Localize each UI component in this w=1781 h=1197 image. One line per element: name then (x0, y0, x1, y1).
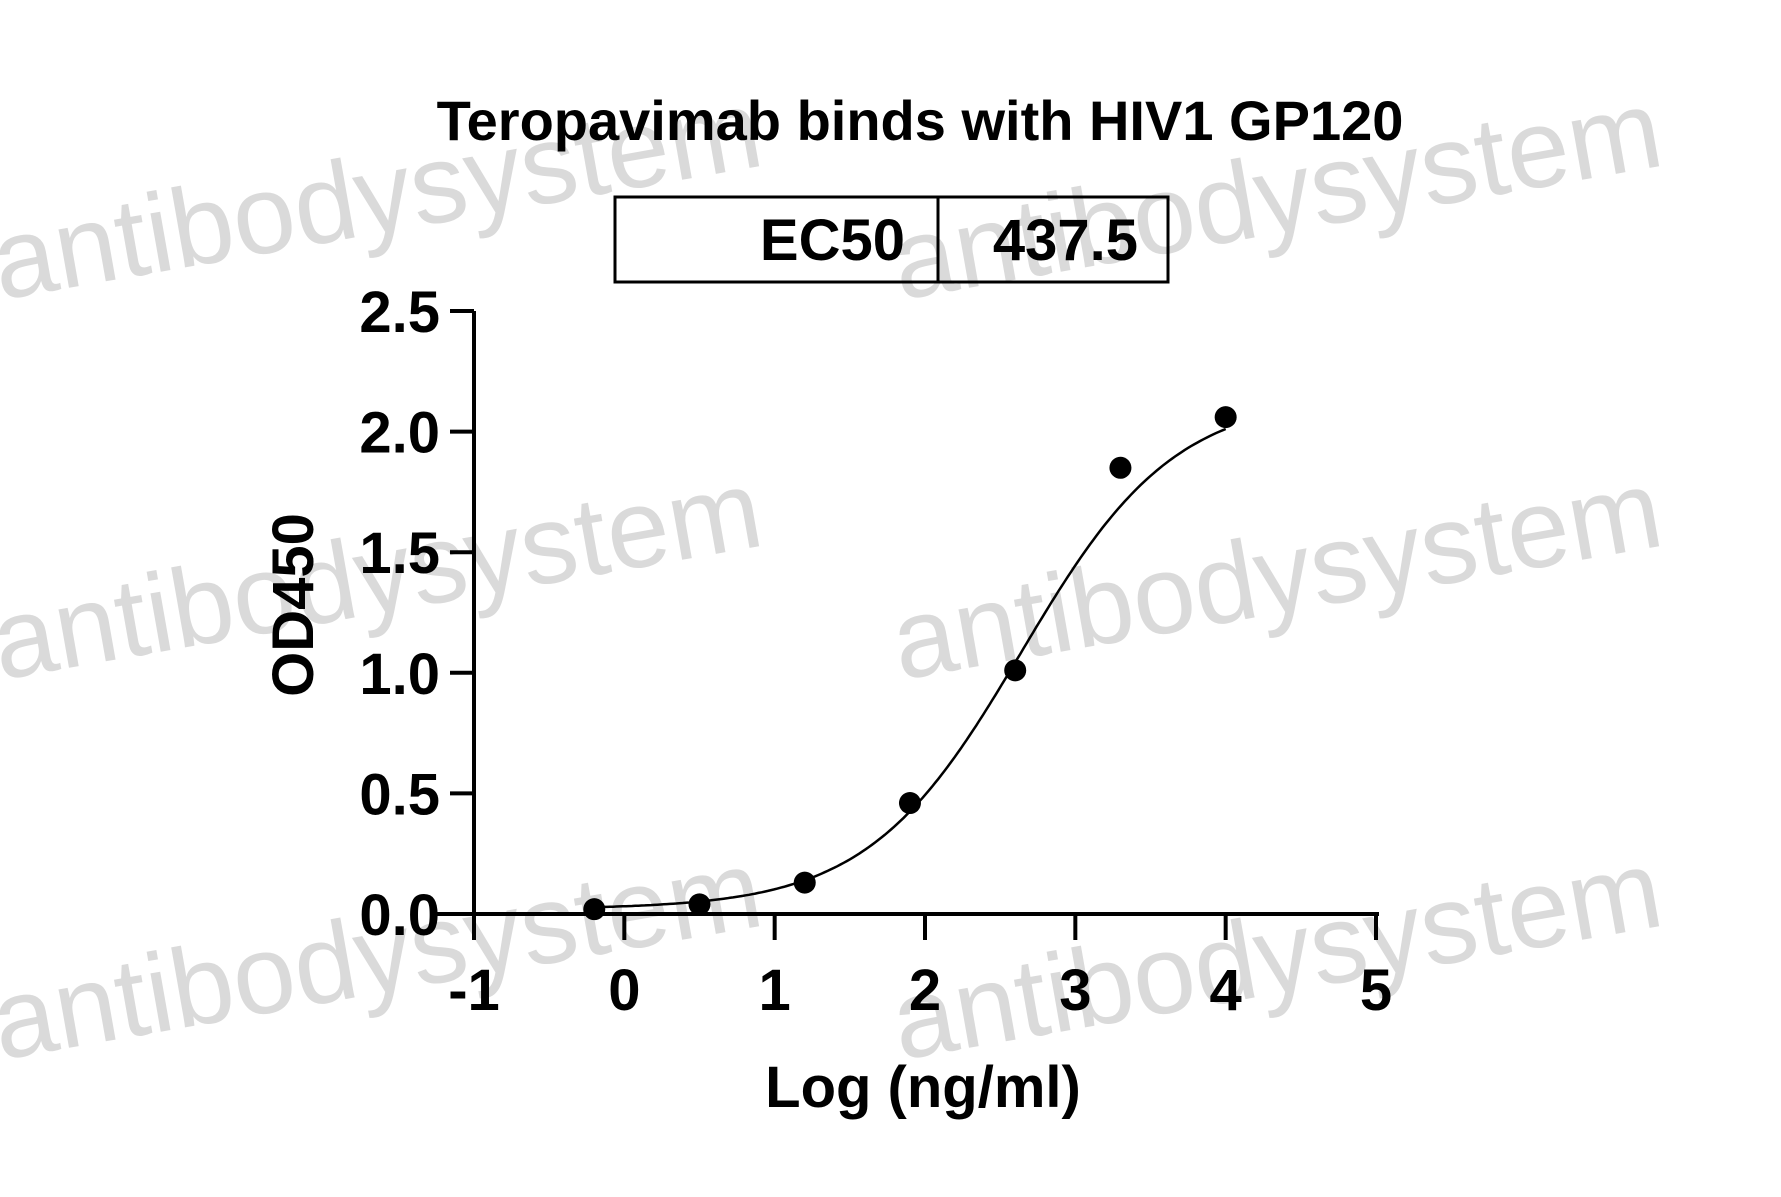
x-tick-label: 0 (608, 958, 640, 1023)
x-tick-label: 5 (1360, 958, 1392, 1023)
ec50-table: EC50 437.5 (613, 195, 1170, 284)
chart-title: Teropavimab binds with HIV1 GP120 (437, 89, 1404, 152)
x-tick-label: -1 (448, 958, 500, 1023)
x-tick-label: 4 (1210, 958, 1242, 1023)
y-tick-label: 1.5 (359, 521, 440, 586)
y-tick-label: 2.5 (359, 280, 440, 345)
y-tick-label: 0.5 (359, 762, 440, 827)
x-axis-label: Log (ng/ml) (765, 1055, 1081, 1120)
y-tick-label: 0.0 (359, 883, 440, 948)
data-point (583, 898, 606, 921)
data-point (898, 792, 921, 815)
y-tick-label: 1.0 (359, 642, 440, 707)
x-axis-ticks: -1 0 1 2 3 4 5 (448, 914, 1392, 1023)
y-tick-label: 2.0 (359, 401, 440, 466)
data-point (1214, 406, 1237, 429)
watermark-text: antibodysystem (882, 825, 1670, 1083)
y-axis-ticks: 0.0 0.5 1.0 1.5 2.0 2.5 (359, 280, 474, 948)
data-point (688, 893, 711, 916)
x-tick-label: 1 (759, 958, 791, 1023)
ec50-value: 437.5 (993, 208, 1138, 273)
ec50-label: EC50 (760, 208, 905, 273)
ec50-table-border (613, 195, 1170, 284)
data-point (1109, 456, 1132, 479)
watermark-text: antibodysystem (0, 825, 771, 1083)
data-point (793, 871, 816, 894)
x-tick-label: 3 (1059, 958, 1091, 1023)
y-axis-label: OD450 (261, 513, 326, 697)
data-point (1004, 659, 1027, 682)
x-tick-label: 2 (909, 958, 941, 1023)
data-points (583, 406, 1237, 921)
watermark-text: antibodysystem (882, 445, 1670, 703)
